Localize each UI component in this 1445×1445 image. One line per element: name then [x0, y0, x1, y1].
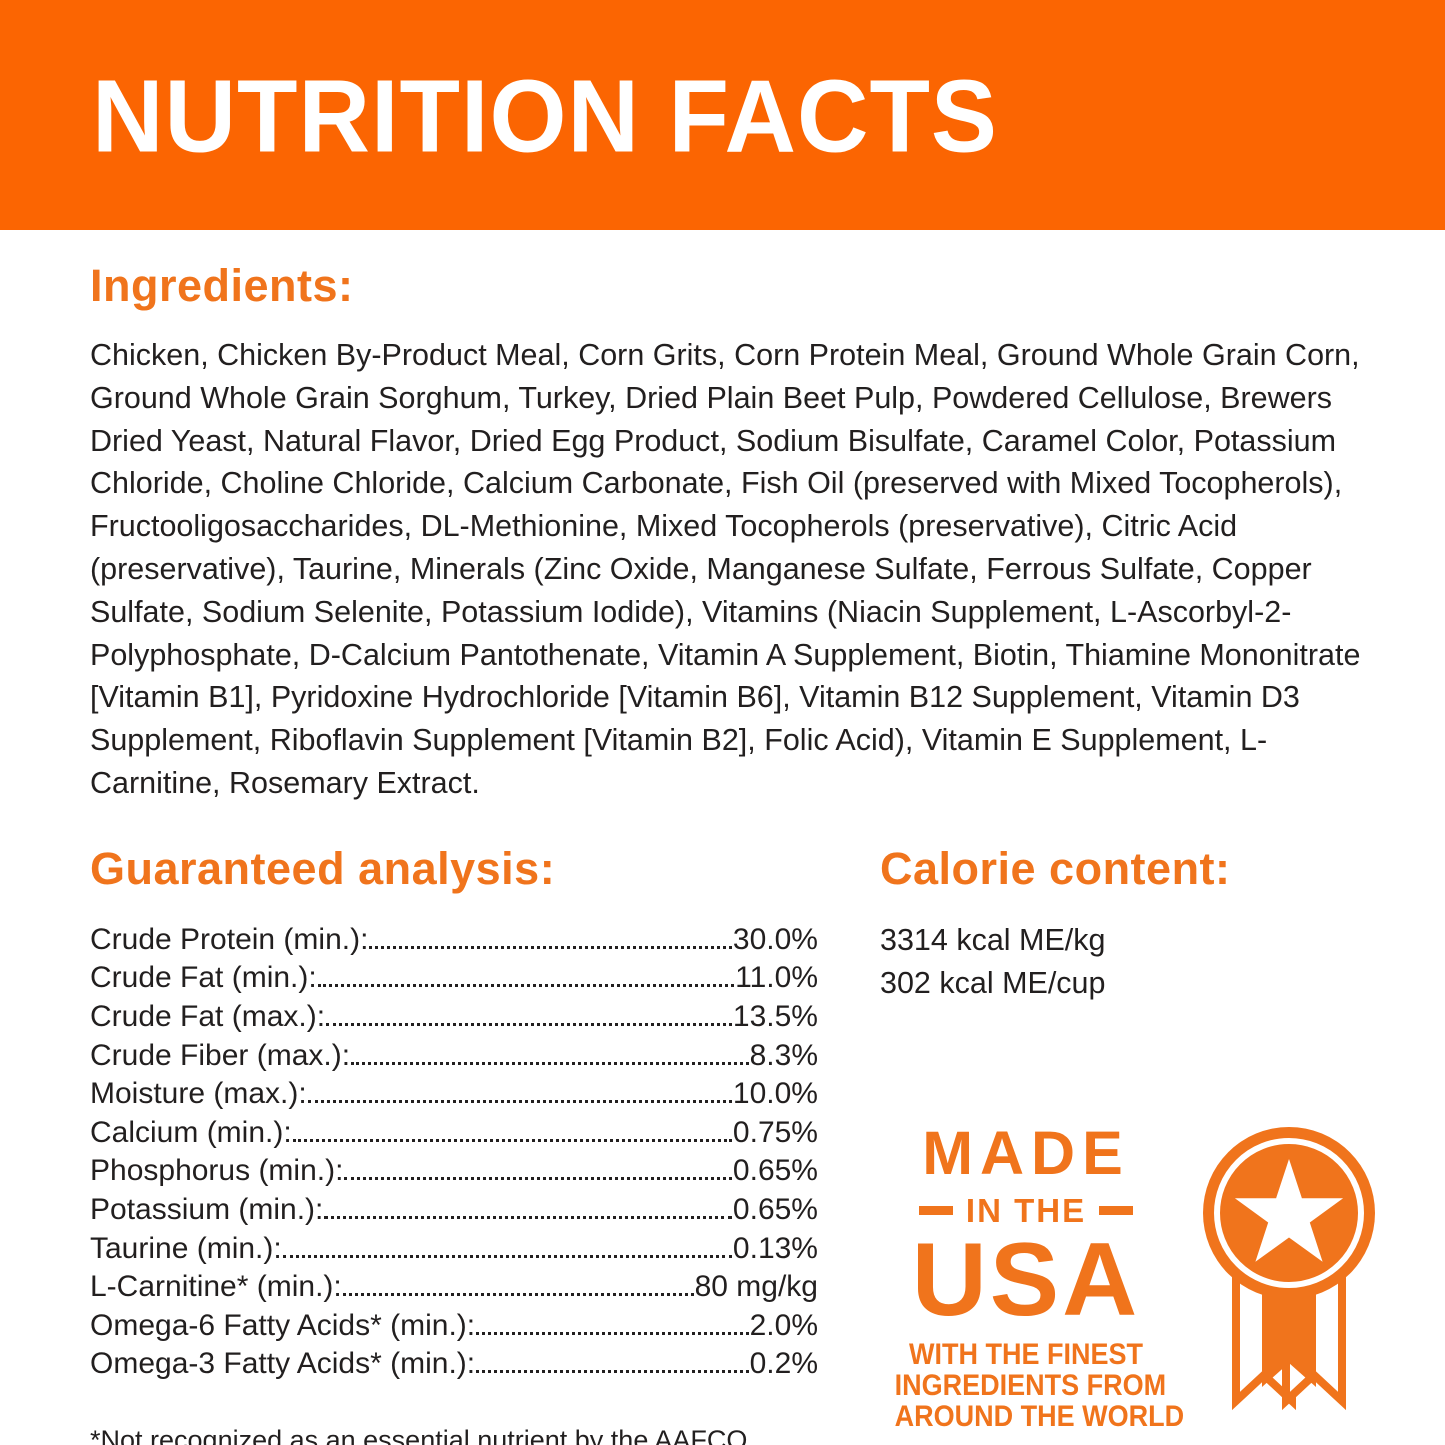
analysis-row: Taurine (min.): 0.13% [90, 1230, 818, 1269]
analysis-label: Calcium (min.): [90, 1115, 292, 1149]
dot-leader [369, 945, 732, 949]
usa-usa-line: USA [911, 1221, 1141, 1338]
analysis-label: L-Carnitine* (min.): [90, 1270, 342, 1304]
analysis-row: Moisture (max.): 10.0% [90, 1075, 818, 1114]
analysis-row: Crude Protein (min.): 30.0% [90, 921, 818, 960]
analysis-value: 0.65% [732, 1192, 818, 1226]
label-body: Ingredients: Chicken, Chicken By-Product… [0, 230, 1445, 1445]
analysis-value: 0.13% [732, 1231, 818, 1265]
analysis-row: Potassium (min.): 0.65% [90, 1191, 818, 1230]
analysis-label: Moisture (max.): [90, 1077, 307, 1111]
analysis-value: 0.2% [749, 1347, 818, 1381]
analysis-row: Crude Fat (max.): 13.5% [90, 998, 818, 1037]
analysis-label: Taurine (min.): [90, 1231, 282, 1265]
usa-subtext-line3: AROUND THE WORLD [894, 1400, 1185, 1434]
analysis-value: 80 mg/kg [694, 1270, 818, 1304]
analysis-value: 0.65% [732, 1154, 818, 1188]
usa-in-the-line: IN THE [880, 1194, 1172, 1227]
dot-leader [344, 1177, 732, 1181]
dot-leader [292, 1138, 732, 1142]
analysis-table: Crude Protein (min.): 30.0% Crude Fat (m… [90, 921, 818, 1384]
usa-made-line: MADE [922, 1118, 1130, 1187]
analysis-label: Crude Fiber (max.): [90, 1038, 351, 1072]
analysis-value: 2.0% [749, 1308, 818, 1342]
dot-leader [307, 1100, 732, 1104]
dot-leader [317, 984, 735, 988]
analysis-value: 11.0% [735, 961, 818, 995]
analysis-row: Omega-6 Fatty Acids* (min.): 2.0% [90, 1307, 818, 1346]
calorie-content-heading: Calorie content: [880, 842, 1231, 894]
made-in-usa-badge: MADE IN THE USA WITH THE FINEST INGREDIE… [880, 1118, 1375, 1434]
calorie-value-line: 3314 kcal ME/kg [880, 922, 1106, 957]
analysis-value: 8.3% [749, 1038, 818, 1072]
dot-leader [351, 1061, 749, 1065]
dot-leader [324, 1215, 732, 1219]
analysis-row: Phosphorus (min.): 0.65% [90, 1152, 818, 1191]
analysis-label: Crude Protein (min.): [90, 922, 369, 956]
analysis-label: Omega-6 Fatty Acids* (min.): [90, 1308, 476, 1342]
ingredients-heading: Ingredients: [90, 260, 354, 311]
calorie-values: 3314 kcal ME/kg 302 kcal ME/cup [880, 919, 1360, 1005]
dot-leader [326, 1022, 732, 1026]
page-title: NUTRITION FACTS [92, 57, 998, 173]
dot-leader [342, 1293, 694, 1297]
guaranteed-analysis-heading: Guaranteed analysis: [90, 842, 556, 894]
dot-leader [476, 1331, 749, 1335]
analysis-row: L-Carnitine* (min.): 80 mg/kg [90, 1268, 818, 1307]
analysis-label: Crude Fat (min.): [90, 961, 317, 995]
header-banner: NUTRITION FACTS [0, 0, 1445, 230]
analysis-value: 0.75% [732, 1115, 818, 1149]
usa-in-the-label: IN THE [965, 1191, 1087, 1229]
dot-leader [282, 1254, 732, 1258]
analysis-value: 10.0% [732, 1077, 818, 1111]
dot-leader [476, 1370, 749, 1374]
dash-left [918, 1205, 953, 1215]
analysis-value: 30.0% [732, 922, 818, 956]
calorie-content-section: Calorie content: 3314 kcal ME/kg 302 kcal… [880, 842, 1375, 1445]
analysis-row: Omega-3 Fatty Acids* (min.): 0.2% [90, 1345, 818, 1384]
calorie-value-line: 302 kcal ME/cup [880, 965, 1106, 1000]
analysis-row: Calcium (min.): 0.75% [90, 1114, 818, 1153]
analysis-row: Crude Fiber (max.): 8.3% [90, 1037, 818, 1076]
usa-subtext-line2: INGREDIENTS FROM [894, 1369, 1167, 1403]
footnote: *Not recognized as an essential nutrient… [90, 1424, 748, 1445]
analysis-label: Crude Fat (max.): [90, 999, 326, 1033]
ingredients-text: Chicken, Chicken By-Product Meal, Corn G… [90, 338, 1361, 800]
analysis-label: Potassium (min.): [90, 1192, 324, 1226]
analysis-row: Crude Fat (min.): 11.0% [90, 959, 818, 998]
dash-right [1099, 1205, 1134, 1215]
analysis-label: Omega-3 Fatty Acids* (min.): [90, 1347, 476, 1381]
guaranteed-analysis-section: Guaranteed analysis: Crude Protein (min.… [90, 843, 818, 1445]
made-in-usa-text: MADE IN THE USA WITH THE FINEST INGREDIE… [880, 1118, 1185, 1434]
analysis-value: 13.5% [732, 999, 818, 1033]
usa-subtext-line1: WITH THE FINEST [909, 1338, 1143, 1372]
ingredients-section: Ingredients: Chicken, Chicken By-Product… [90, 260, 1360, 805]
analysis-label: Phosphorus (min.): [90, 1154, 344, 1188]
award-ribbon-star-icon [1203, 1126, 1375, 1410]
usa-subtext: WITH THE FINEST INGREDIENTS FROM AROUND … [894, 1338, 1185, 1434]
lower-columns: Guaranteed analysis: Crude Protein (min.… [90, 842, 1375, 1445]
